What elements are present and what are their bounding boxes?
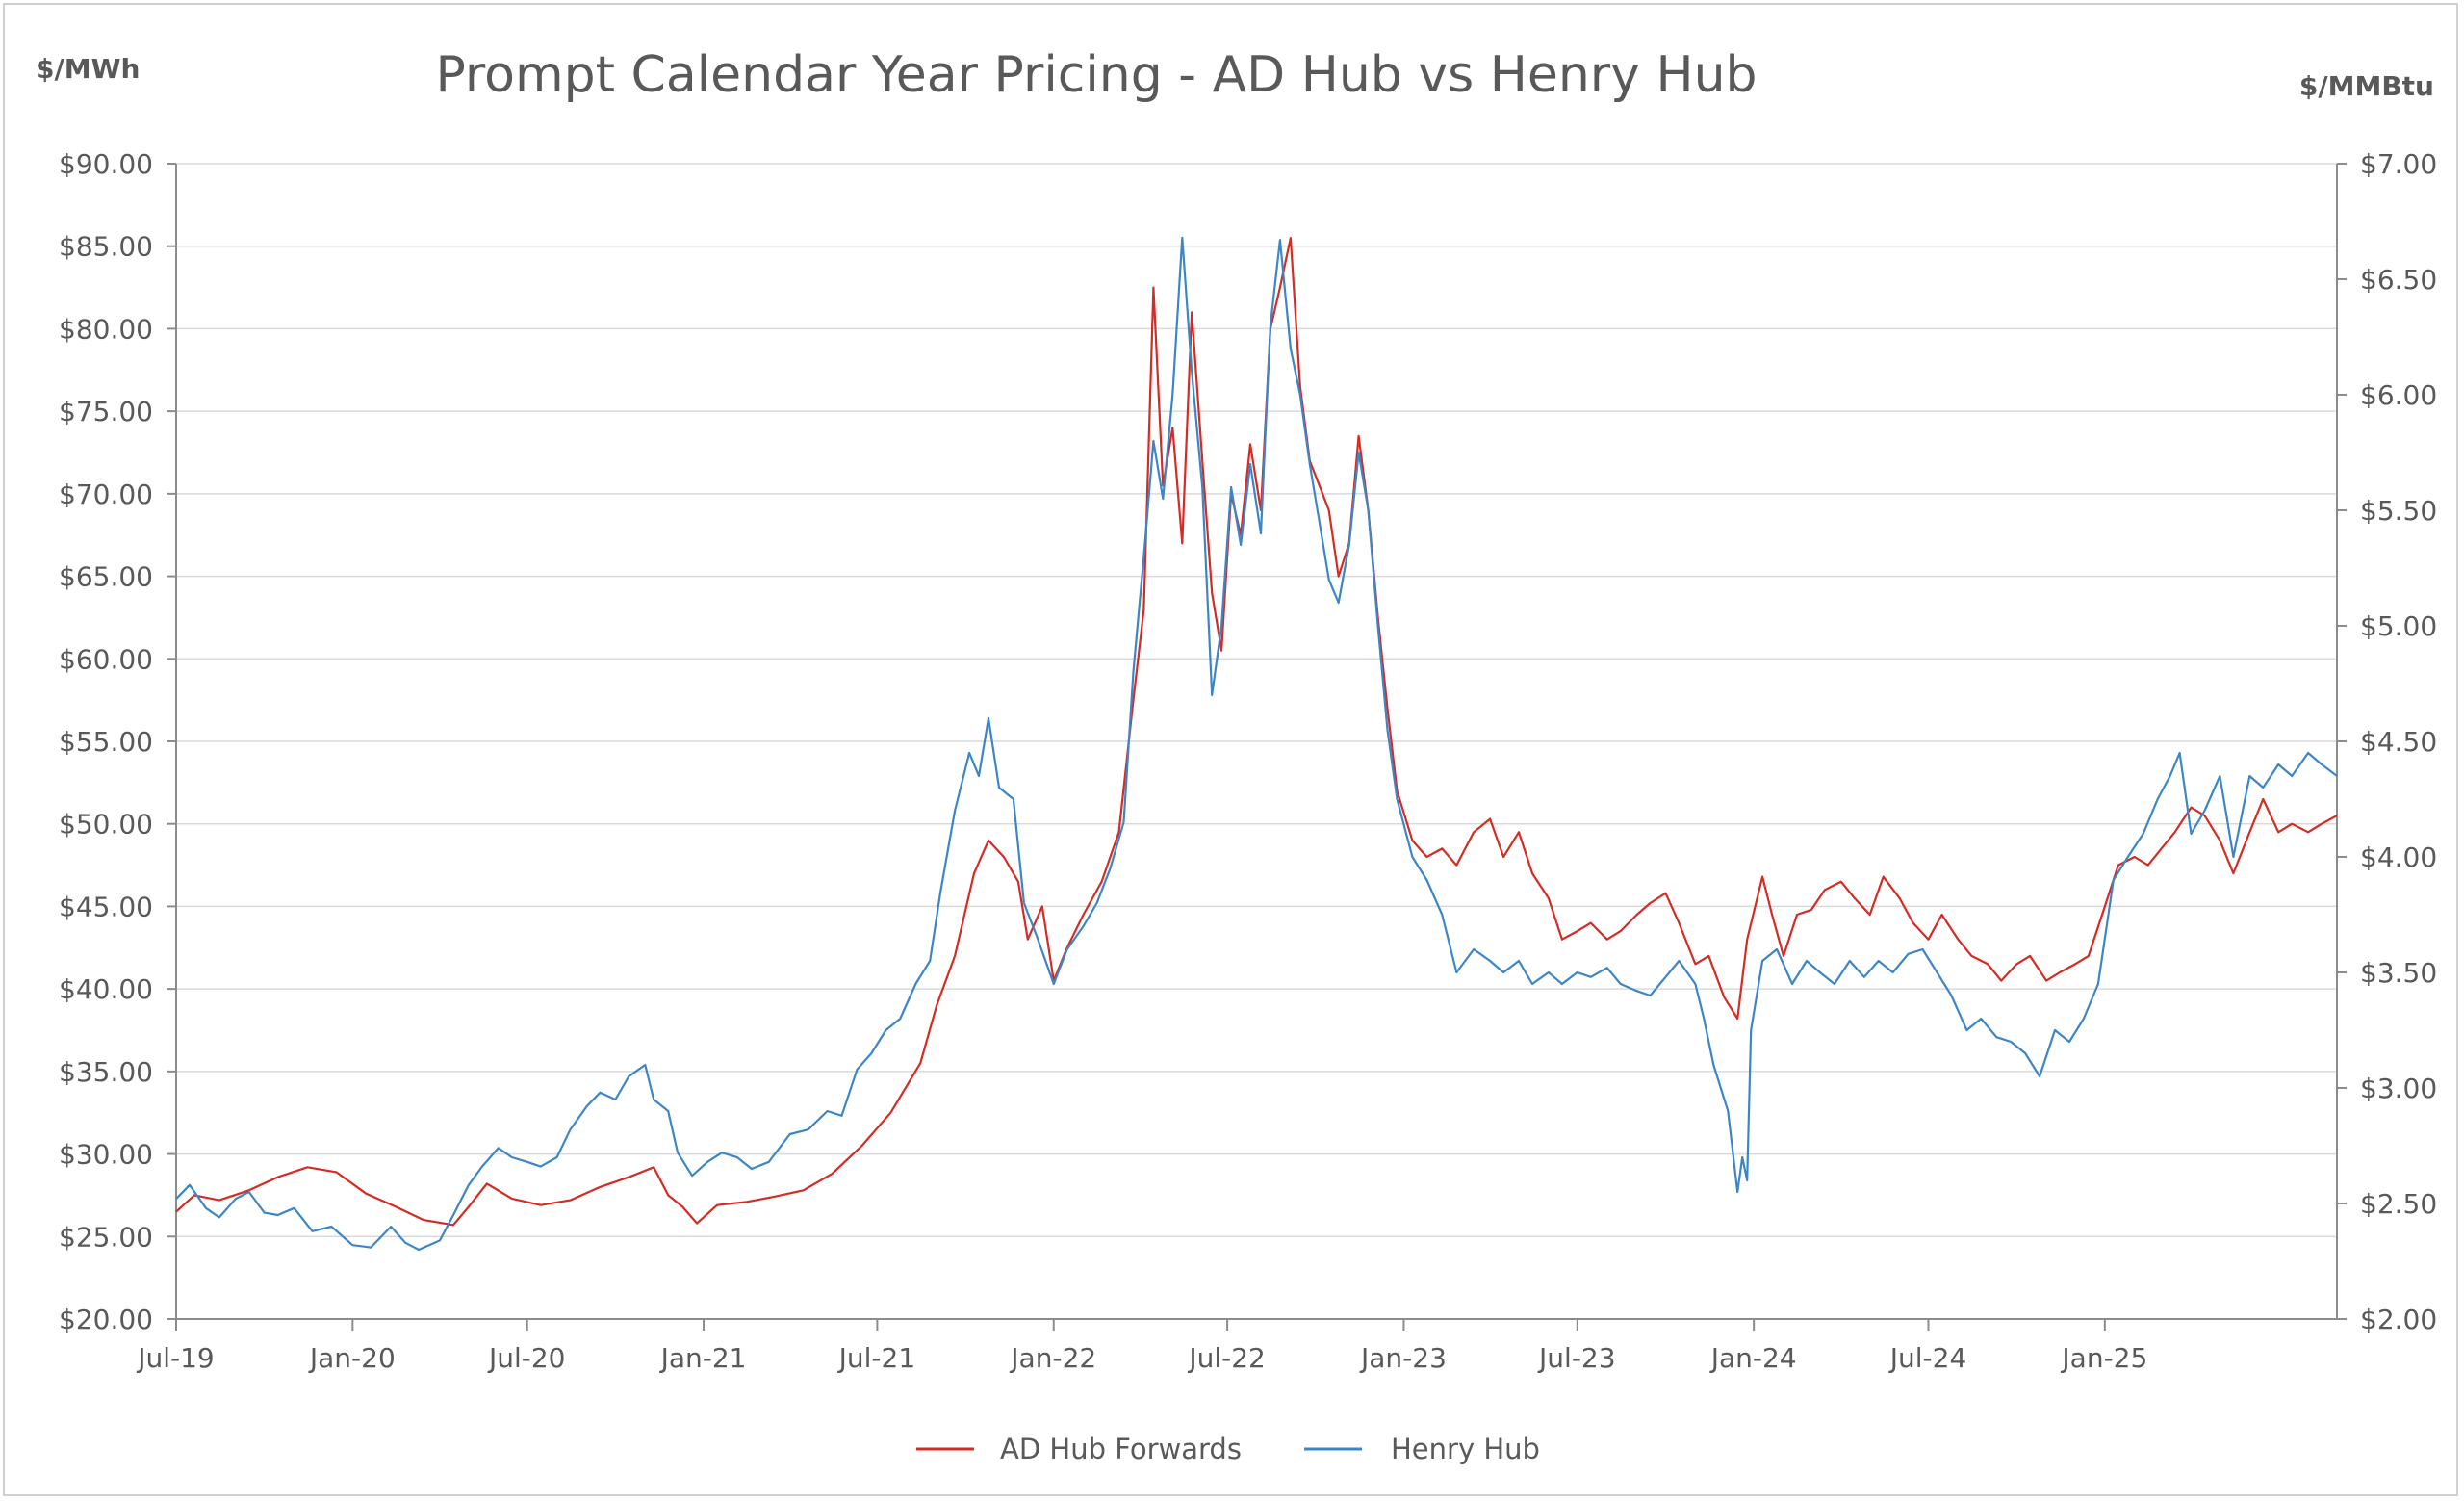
left-axis-tick-label: $85.00 xyxy=(59,231,153,263)
right-axis-tick-label: $4.50 xyxy=(2360,726,2437,758)
x-axis-tick-label: Jan-21 xyxy=(659,1342,747,1374)
left-axis-tick-label: $60.00 xyxy=(59,643,153,675)
right-axis-tick-label: $5.00 xyxy=(2360,610,2437,642)
x-axis-tick-label: Jul-24 xyxy=(1888,1342,1967,1374)
right-axis-tick-label: $4.00 xyxy=(2360,841,2437,873)
left-axis-tick-label: $75.00 xyxy=(59,396,153,427)
right-axis-tick-label: $3.50 xyxy=(2360,957,2437,989)
x-axis-tick-label: Jan-24 xyxy=(1709,1342,1797,1374)
series-lines xyxy=(175,236,2338,1252)
chart-canvas: $20.00 $25.00 $30.00 $35.00 $40.00 $45.00 $50.… xyxy=(36,46,2437,1465)
x-axis-tick-label: Jan-20 xyxy=(308,1342,396,1374)
x-axis-tick-label: Jan-23 xyxy=(1359,1342,1447,1374)
gridlines xyxy=(176,163,2337,1238)
chart-container: $20.00 $25.00 $30.00 $35.00 $40.00 $45.00 $50.… xyxy=(3,3,2458,1496)
right-axis-tick-label: $2.50 xyxy=(2360,1188,2437,1220)
x-axis-tick-label: Jan-25 xyxy=(2060,1342,2147,1374)
left-axis-tick-label: $70.00 xyxy=(59,479,153,510)
left-axis-tick-label: $90.00 xyxy=(59,148,153,180)
right-axis-unit: $/MMBtu xyxy=(2299,70,2434,102)
left-axis-unit: $/MWh xyxy=(36,53,140,85)
left-axis-tick-label: $65.00 xyxy=(59,561,153,593)
right-axis-tick-label: $5.50 xyxy=(2360,495,2437,527)
right-axis-tick-label: $2.00 xyxy=(2360,1304,2437,1335)
left-axis-tick-label: $50.00 xyxy=(59,809,153,841)
series-line-ad-hub-forwards xyxy=(175,237,2338,1227)
left-axis-tick-label: $80.00 xyxy=(59,313,153,345)
left-axis-tick-label: $40.00 xyxy=(59,973,153,1005)
left-axis-tick-label: $25.00 xyxy=(59,1221,153,1253)
x-axis-tick-label: Jul-21 xyxy=(837,1342,916,1374)
axes: $20.00 $25.00 $30.00 $35.00 $40.00 $45.00 $50.… xyxy=(59,148,2437,1374)
left-axis-tick-label: $30.00 xyxy=(59,1139,153,1171)
chart-title: Prompt Calendar Year Pricing - AD Hub vs… xyxy=(435,46,1757,104)
series-line-henry-hub xyxy=(175,236,2338,1252)
right-axis-tick-label: $3.00 xyxy=(2360,1073,2437,1104)
x-axis-tick-label: Jan-22 xyxy=(1009,1342,1096,1374)
left-axis-tick-label: $55.00 xyxy=(59,726,153,758)
x-axis-tick-label: Jul-19 xyxy=(136,1342,215,1374)
x-axis-tick-label: Jul-20 xyxy=(487,1342,566,1374)
x-axis-tick-label: Jul-23 xyxy=(1537,1342,1616,1374)
x-axis-tick-label: Jul-22 xyxy=(1187,1342,1266,1374)
legend: AD Hub Forwards Henry Hub xyxy=(916,1433,1540,1465)
legend-label-henry-hub: Henry Hub xyxy=(1391,1433,1540,1465)
right-axis-tick-label: $6.50 xyxy=(2360,264,2437,296)
right-axis-tick-label: $7.00 xyxy=(2360,148,2437,180)
legend-label-ad-hub: AD Hub Forwards xyxy=(1000,1433,1242,1465)
left-axis-tick-label: $45.00 xyxy=(59,891,153,922)
left-axis-tick-label: $20.00 xyxy=(59,1304,153,1335)
left-axis-tick-label: $35.00 xyxy=(59,1056,153,1088)
right-axis-tick-label: $6.00 xyxy=(2360,379,2437,411)
